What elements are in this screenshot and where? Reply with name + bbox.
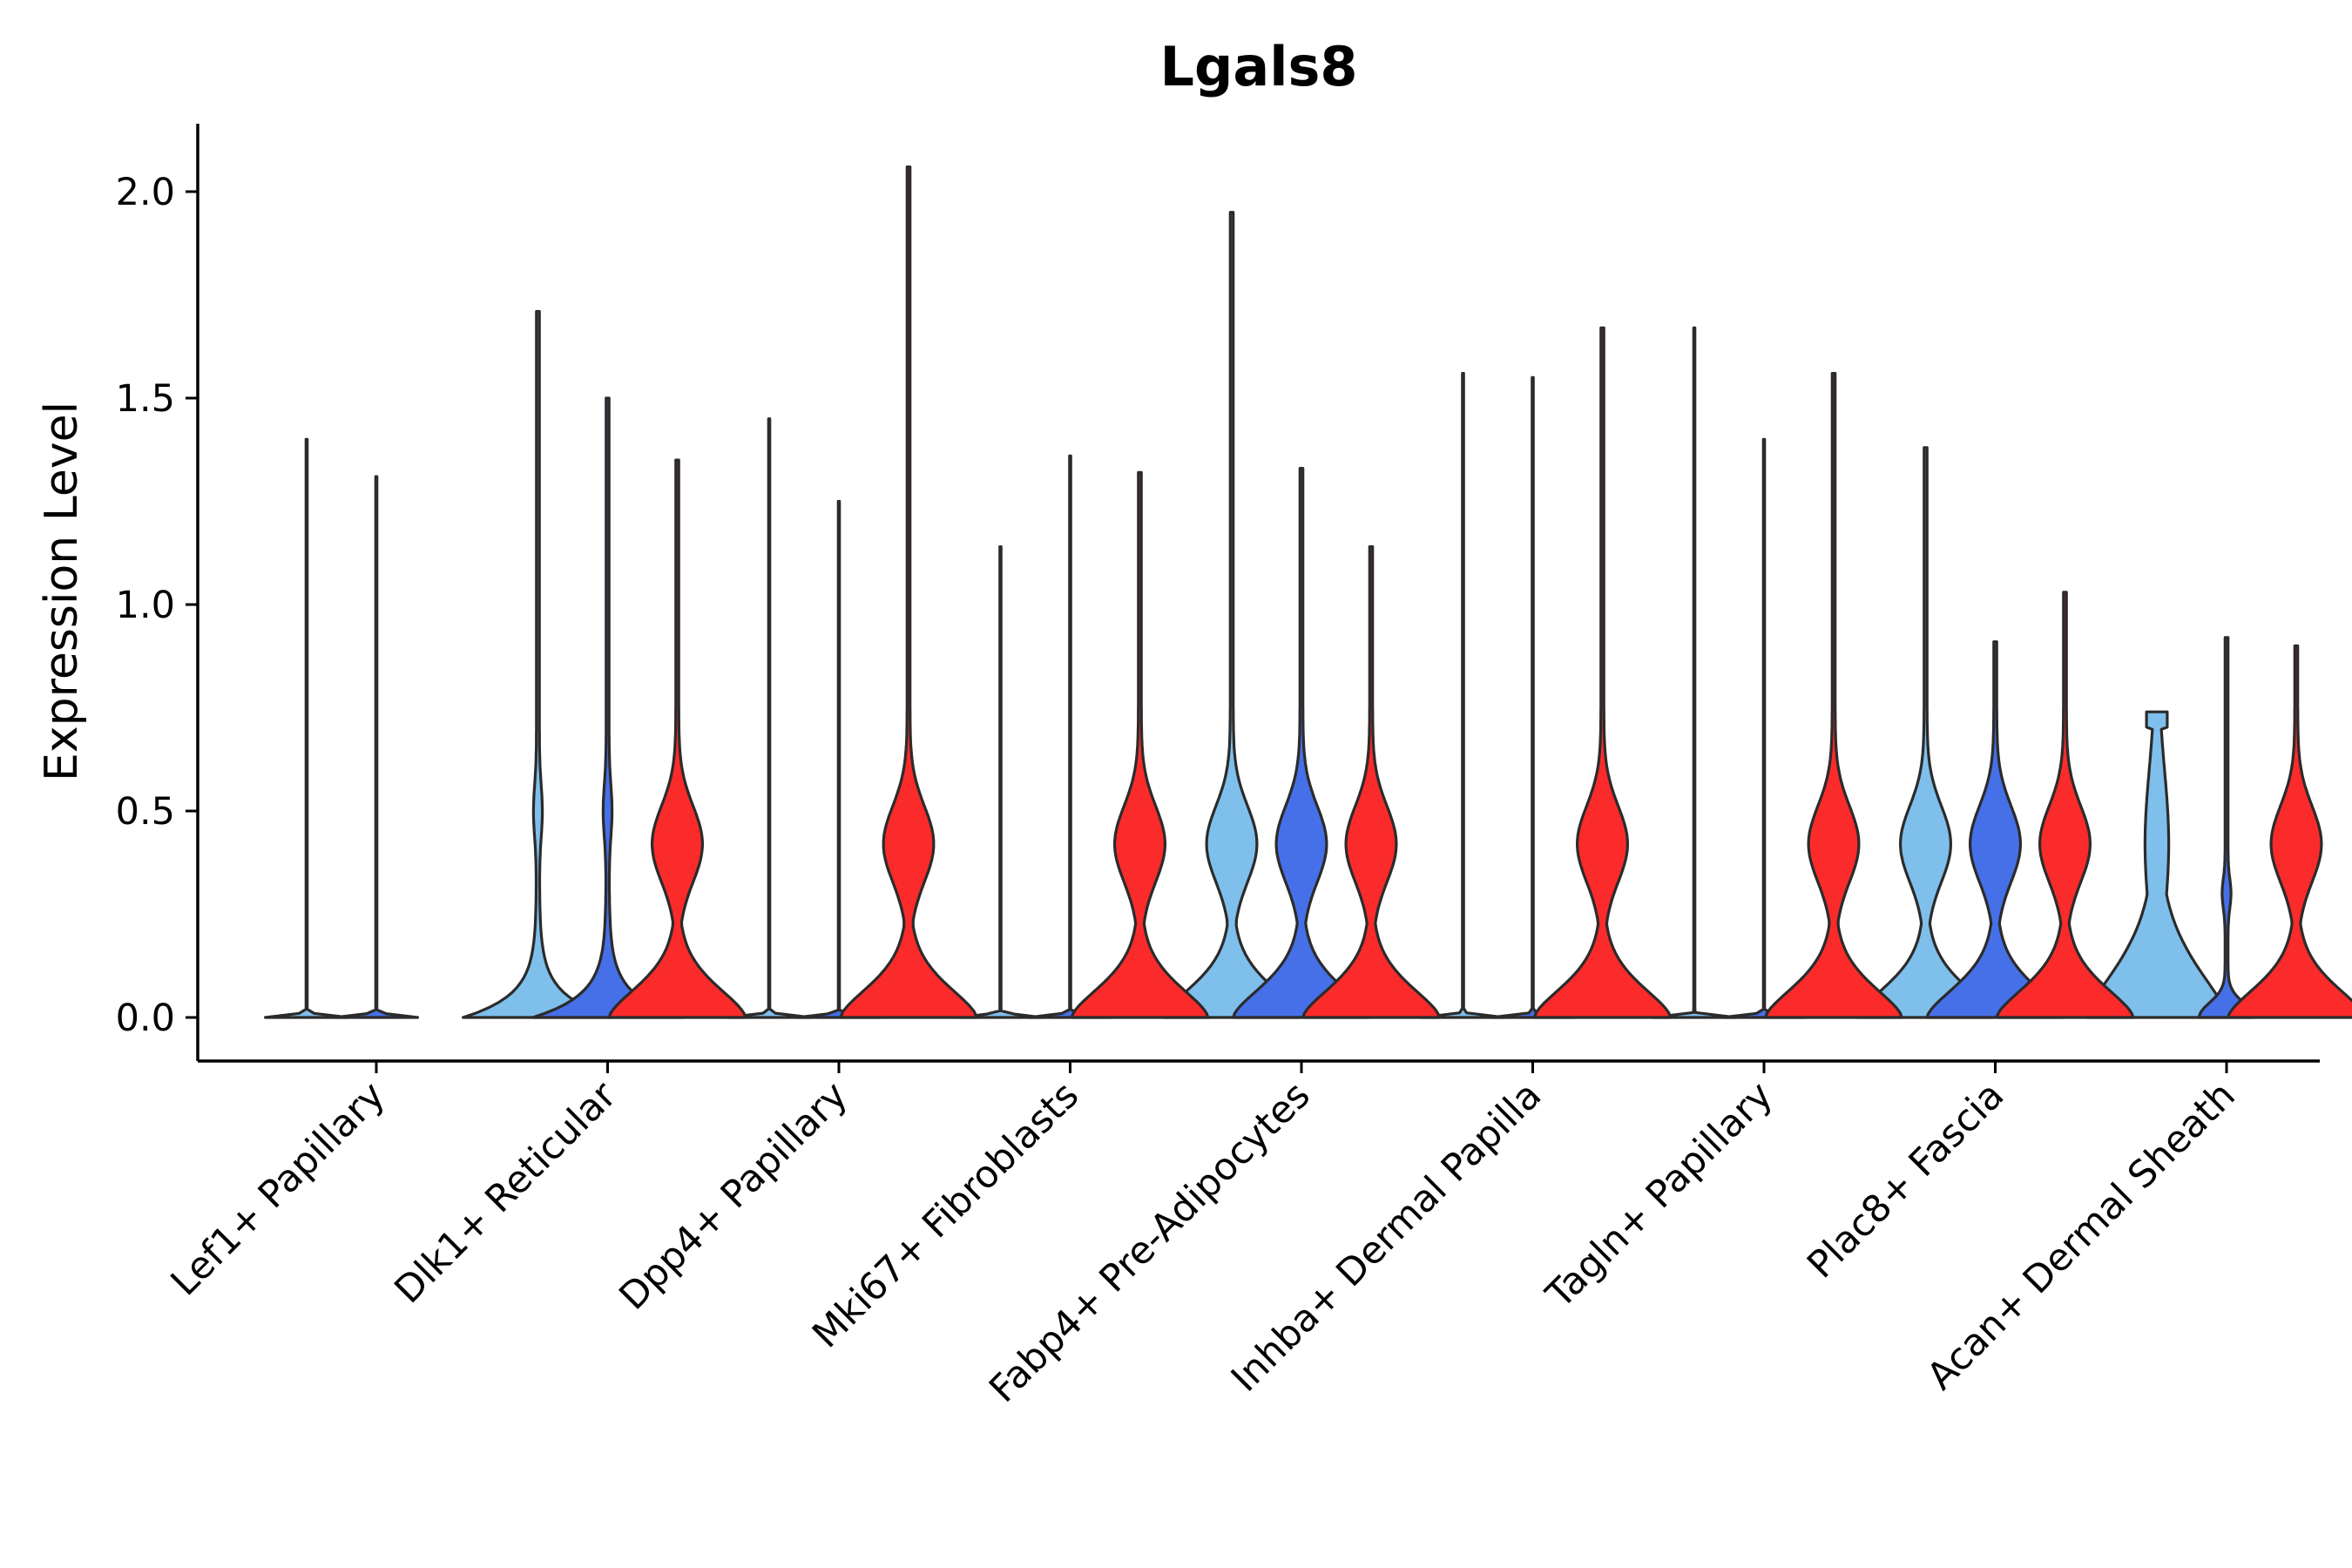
x-tick-label: Dlk1+ Reticular xyxy=(387,1073,625,1312)
violin-3-dpp4-papillary xyxy=(839,166,978,1019)
x-tick-label: Tagln+ Papillary xyxy=(1538,1073,1781,1317)
violin-2-plac8-fascia xyxy=(1925,640,2065,1019)
violin-1-plac8-fascia xyxy=(1855,446,1996,1019)
chart-title: Lgals8 xyxy=(1159,35,1357,98)
violin-2-dpp4-papillary xyxy=(796,499,882,1019)
x-tick-label: Plac8+ Fascia xyxy=(1799,1073,2012,1287)
violin-3-tagln-papillary xyxy=(1764,372,1903,1019)
violin-3-plac8-fascia xyxy=(1995,591,2135,1019)
axes xyxy=(196,124,2320,1063)
violin-2-lef1-papillary xyxy=(334,475,419,1019)
x-tick-label: Lef1+ Papillary xyxy=(163,1073,394,1304)
violin-2-mki67-fibroblasts xyxy=(1027,454,1113,1019)
violin-1-dpp4-papillary xyxy=(727,417,812,1019)
violin-2-inhba-dermal-papilla xyxy=(1490,375,1576,1019)
y-tick-label: 2.0 xyxy=(116,171,175,214)
violin-1-fabp4-pre-adipocytes xyxy=(1162,211,1301,1019)
violin-2-dlk1-reticular xyxy=(531,396,684,1019)
violin-2-acan-dermal-sheath xyxy=(2198,636,2255,1019)
violin-3-inhba-dermal-papilla xyxy=(1532,326,1673,1019)
y-tick-label: 0.0 xyxy=(116,997,175,1040)
y-tick-label: 1.5 xyxy=(116,377,175,421)
y-tick-label: 1.0 xyxy=(116,584,175,627)
violin-1-acan-dermal-sheath xyxy=(2085,710,2229,1019)
violin-3-fabp4-pre-adipocytes xyxy=(1301,545,1441,1019)
violin-1-mki67-fibroblasts xyxy=(957,545,1044,1019)
violin-1-lef1-papillary xyxy=(264,437,349,1019)
violin-3-dlk1-reticular xyxy=(607,458,747,1019)
violin-2-fabp4-pre-adipocytes xyxy=(1232,467,1371,1019)
x-tick-label: Mki67+ Fibroblasts xyxy=(804,1073,1087,1356)
x-tick-label: Dpp4+ Papillary xyxy=(612,1073,856,1318)
violin-1-dlk1-reticular xyxy=(462,309,614,1019)
violin-3-mki67-fibroblasts xyxy=(1070,470,1210,1019)
y-tick-label: 0.5 xyxy=(116,790,175,834)
violin-2-tagln-papillary xyxy=(1721,437,1807,1019)
y-ticks: 0.0 0.5 1.0 1.5 2.0 xyxy=(116,171,198,1040)
violin-1-inhba-dermal-papilla xyxy=(1420,372,1506,1019)
violin-3-acan-dermal-sheath xyxy=(2227,644,2352,1019)
y-axis-label: Expression Level xyxy=(36,402,88,781)
violin-1-tagln-papillary xyxy=(1652,326,1737,1019)
violin-layer xyxy=(264,166,2352,1019)
